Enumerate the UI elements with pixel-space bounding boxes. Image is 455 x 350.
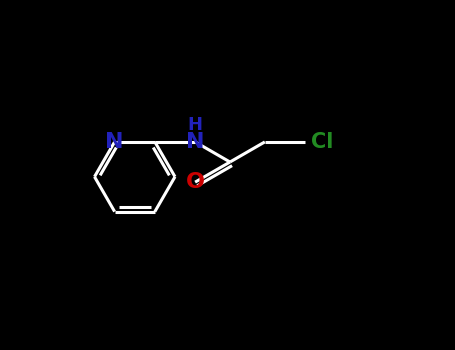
Text: H: H — [187, 116, 202, 134]
Text: N: N — [186, 132, 204, 152]
Text: N: N — [106, 132, 124, 152]
Text: O: O — [186, 172, 205, 192]
Text: Cl: Cl — [311, 132, 334, 152]
